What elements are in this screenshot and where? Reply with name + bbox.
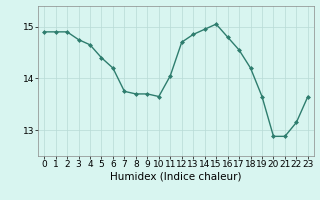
X-axis label: Humidex (Indice chaleur): Humidex (Indice chaleur)	[110, 172, 242, 182]
